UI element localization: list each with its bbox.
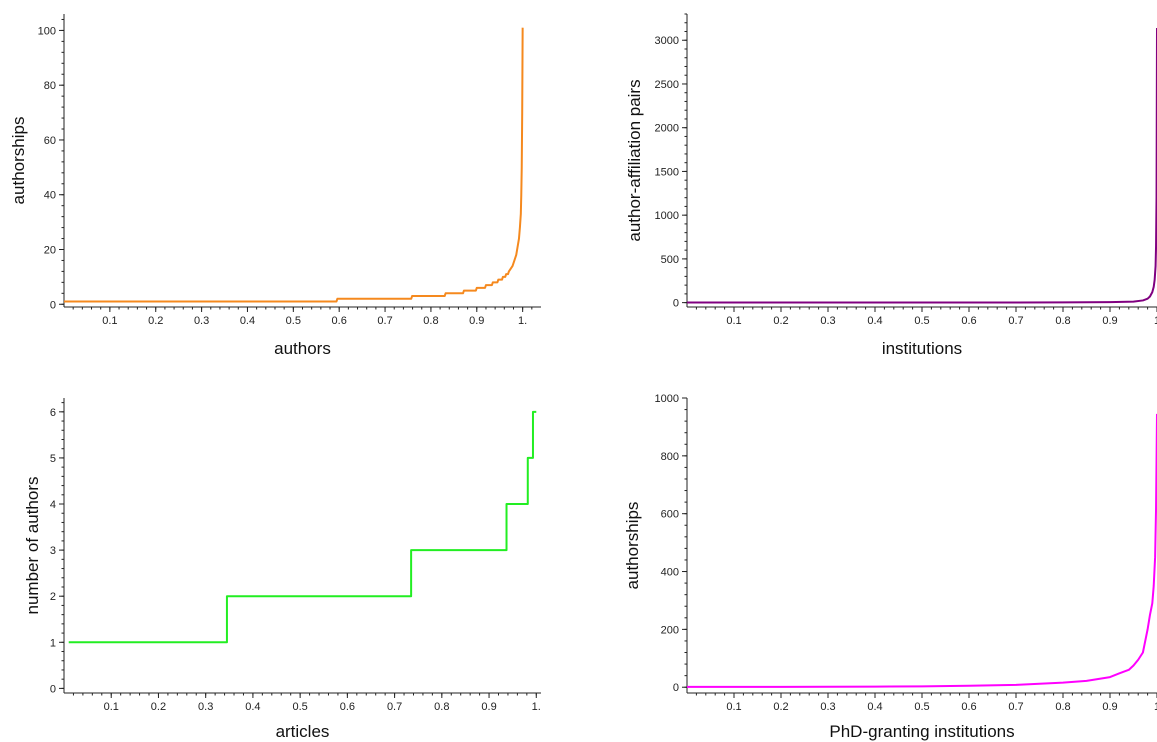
x-axis-title: institutions	[882, 339, 962, 358]
x-tick-label: 0.3	[820, 701, 835, 713]
y-tick-label: 3	[50, 545, 56, 557]
x-tick-label: 0.5	[286, 315, 301, 327]
chart-panel-2: 0.1 0.2 0.3 0.4 0.5 0.6 0.7 0.8 0.9 1 0 500 1000 1500…	[625, 13, 1157, 358]
x-tick-label: 0.2	[148, 315, 163, 327]
y-tick-label: 200	[661, 624, 679, 636]
y-tick-label: 5	[50, 453, 56, 465]
x-tick-label: 0.8	[1055, 315, 1070, 327]
x-tick-label: 0.8	[423, 315, 438, 327]
x-tick-label: 0.3	[198, 701, 213, 713]
x-tick-label: 0.6	[332, 315, 347, 327]
y-tick-label: 40	[44, 190, 56, 202]
x-tick-label: 0.1	[726, 701, 741, 713]
y-tick-label: 0	[50, 299, 56, 311]
series-line	[687, 413, 1157, 688]
x-tick-label: 0.3	[820, 315, 835, 327]
y-tick-label: 4	[50, 499, 56, 511]
y-tick-label: 500	[661, 254, 679, 266]
y-tick-label: 0	[673, 682, 679, 694]
y-tick-label: 2500	[655, 79, 679, 91]
y-axis-title: number of authors	[23, 477, 42, 615]
y-tick-label: 6	[50, 407, 56, 419]
y-tick-label: 20	[44, 244, 56, 256]
x-tick-label: 0.6	[340, 701, 355, 713]
x-tick-label: 0.6	[961, 701, 976, 713]
y-tick-label: 400	[661, 567, 679, 579]
x-tick-label: 0.4	[240, 315, 255, 327]
series-line	[687, 27, 1157, 304]
x-tick-label: 1	[1154, 701, 1157, 713]
y-tick-label: 0	[50, 683, 56, 695]
series-line	[64, 27, 524, 303]
y-tick-label: 1000	[655, 393, 679, 405]
x-tick-label: 0.9	[1102, 701, 1117, 713]
x-tick-label: 0.8	[434, 701, 449, 713]
y-tick-label: 800	[661, 451, 679, 463]
y-tick-label: 2000	[655, 123, 679, 135]
x-axis-title: PhD-granting institutions	[829, 722, 1014, 741]
x-tick-label: 0.4	[867, 701, 882, 713]
x-tick-label: 0.3	[194, 315, 209, 327]
x-axis-title: authors	[274, 339, 331, 358]
x-tick-label: 1.	[518, 315, 527, 327]
x-tick-label: 0.7	[387, 701, 402, 713]
y-tick-label: 80	[44, 80, 56, 92]
x-tick-label: 0.4	[245, 701, 260, 713]
x-tick-label: 0.9	[1102, 315, 1117, 327]
x-tick-label: 0.1	[726, 315, 741, 327]
x-tick-label: 0.7	[377, 315, 392, 327]
x-axis-title: articles	[276, 722, 330, 741]
x-tick-label: 0.2	[773, 701, 788, 713]
x-tick-label: 0.7	[1008, 315, 1023, 327]
x-tick-label: 1	[1154, 315, 1157, 327]
x-tick-label: 0.2	[773, 315, 788, 327]
y-axis-title: authorships	[9, 117, 28, 205]
y-axis-title: authorships	[623, 502, 642, 590]
x-tick-label: 0.5	[914, 701, 929, 713]
y-tick-label: 3000	[655, 35, 679, 47]
chart-panel-1: 0.1 0.2 0.3 0.4 0.5 0.6 0.7 0.8 0.9 1. 0 20 40 60 80 10…	[9, 14, 541, 358]
x-tick-label: 0.4	[867, 315, 882, 327]
x-tick-label: 0.9	[469, 315, 484, 327]
y-tick-label: 1000	[655, 210, 679, 222]
y-tick-label: 1500	[655, 166, 679, 178]
x-tick-label: 0.8	[1055, 701, 1070, 713]
x-tick-label: 1.	[532, 701, 541, 713]
chart-panel-4: 0.1 0.2 0.3 0.4 0.5 0.6 0.7 0.8 0.9 1 0 200 400 600 80…	[623, 393, 1157, 741]
y-tick-label: 60	[44, 135, 56, 147]
x-tick-label: 0.7	[1008, 701, 1023, 713]
x-tick-label: 0.9	[481, 701, 496, 713]
chart-panel-3: 0.1 0.2 0.3 0.4 0.5 0.6 0.7 0.8 0.9 1. 0 1 2 3 4 5 6 arti…	[23, 398, 541, 741]
y-tick-label: 100	[38, 25, 56, 37]
x-tick-label: 0.5	[292, 701, 307, 713]
y-axis-title: author-affiliation pairs	[625, 79, 644, 241]
x-tick-label: 0.1	[102, 315, 117, 327]
x-tick-label: 0.2	[151, 701, 166, 713]
series-line	[68, 410, 537, 644]
x-tick-label: 0.5	[914, 315, 929, 327]
y-tick-label: 600	[661, 509, 679, 521]
x-tick-label: 0.1	[104, 701, 119, 713]
x-tick-label: 0.6	[961, 315, 976, 327]
y-tick-label: 0	[673, 298, 679, 310]
y-tick-label: 2	[50, 591, 56, 603]
y-tick-label: 1	[50, 637, 56, 649]
